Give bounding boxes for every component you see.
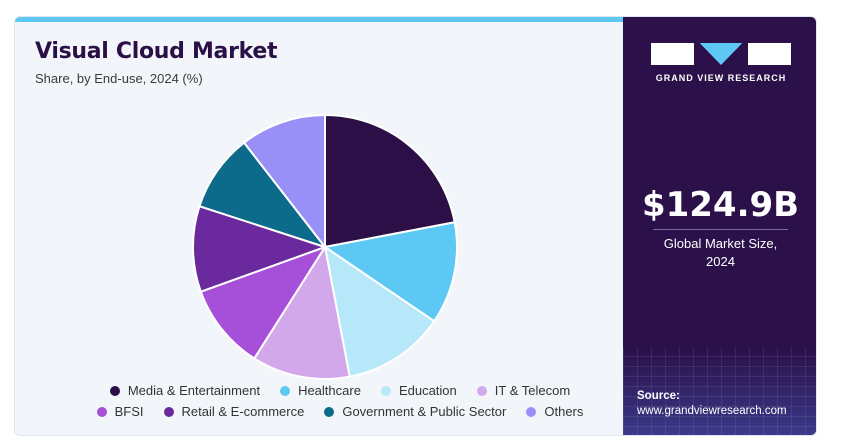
legend-item: Education bbox=[380, 383, 457, 398]
logo-block-icon bbox=[748, 43, 792, 65]
legend-item: Others bbox=[526, 404, 583, 419]
legend-item: IT & Telecom bbox=[476, 383, 571, 398]
market-size-label-year: 2024 bbox=[706, 254, 735, 269]
legend-label: Education bbox=[398, 383, 457, 398]
brand-logo: GRAND VIEW RESEARCH bbox=[651, 43, 792, 83]
chart-subtitle: Share, by End-use, 2024 (%) bbox=[35, 71, 203, 86]
legend: Media & Entertainment Healthcare Education… bbox=[55, 383, 625, 425]
pie-slice-bfsi bbox=[199, 245, 328, 360]
brand-name: GRAND VIEW RESEARCH bbox=[655, 73, 787, 83]
legend-label: BFSI bbox=[114, 404, 144, 419]
legend-swatch bbox=[380, 385, 391, 396]
legend-item: Retail & E-commerce bbox=[163, 404, 305, 419]
legend-label: Retail & E-commerce bbox=[181, 404, 305, 419]
pie-slice-healthcare bbox=[322, 221, 458, 323]
market-size-label-line: Global Market Size, bbox=[663, 236, 778, 251]
source-link[interactable]: www.grandviewresearch.com bbox=[637, 405, 787, 417]
pie-chart bbox=[192, 113, 458, 380]
legend-item: Healthcare bbox=[280, 383, 361, 398]
chart-card: Visual Cloud Market Share, by End-use, 2… bbox=[14, 16, 817, 436]
legend-swatch bbox=[324, 406, 335, 417]
legend-swatch bbox=[96, 406, 107, 417]
legend-swatch bbox=[163, 406, 174, 417]
pie-slice-media-entertainment bbox=[324, 113, 456, 249]
legend-swatch bbox=[476, 385, 487, 396]
legend-item: Government & Public Sector bbox=[324, 404, 506, 419]
logo-block-icon bbox=[651, 43, 694, 65]
pie-slice-it-telecom bbox=[252, 244, 351, 380]
market-size-label: Global Market Size, 2024 bbox=[623, 235, 816, 271]
chart-title: Visual Cloud Market bbox=[35, 39, 278, 64]
legend-swatch bbox=[526, 406, 537, 417]
legend-label: IT & Telecom bbox=[494, 383, 571, 398]
pie-slice-government-public-sector bbox=[198, 141, 328, 249]
legend-row: Media & Entertainment Healthcare Education… bbox=[55, 383, 625, 398]
legend-item: BFSI bbox=[96, 404, 144, 419]
pie-slice-retail-e-commerce bbox=[192, 204, 329, 293]
legend-label: Media & Entertainment bbox=[127, 383, 261, 398]
legend-swatch bbox=[109, 385, 120, 396]
market-size-value: $124.9B bbox=[641, 185, 800, 225]
sidebar-panel: GRAND VIEW RESEARCH $124.9B Global Marke… bbox=[623, 17, 816, 435]
legend-row: BFSI Retail & E-commerce Government & Publ… bbox=[55, 404, 625, 419]
source-note: Source: www.grandviewresearch.com bbox=[637, 389, 787, 419]
logo-chevron-icon bbox=[699, 43, 743, 65]
legend-label: Government & Public Sector bbox=[342, 404, 507, 419]
divider bbox=[653, 229, 788, 230]
pie-slice-education bbox=[323, 244, 436, 378]
pie-slice-others bbox=[242, 113, 326, 250]
legend-label: Healthcare bbox=[298, 383, 361, 398]
accent-bar bbox=[15, 17, 623, 22]
source-label: Source: bbox=[637, 390, 680, 402]
decorative-grid bbox=[623, 347, 816, 435]
legend-label: Others bbox=[544, 404, 584, 419]
legend-item: Media & Entertainment bbox=[109, 383, 261, 398]
legend-swatch bbox=[280, 385, 291, 396]
